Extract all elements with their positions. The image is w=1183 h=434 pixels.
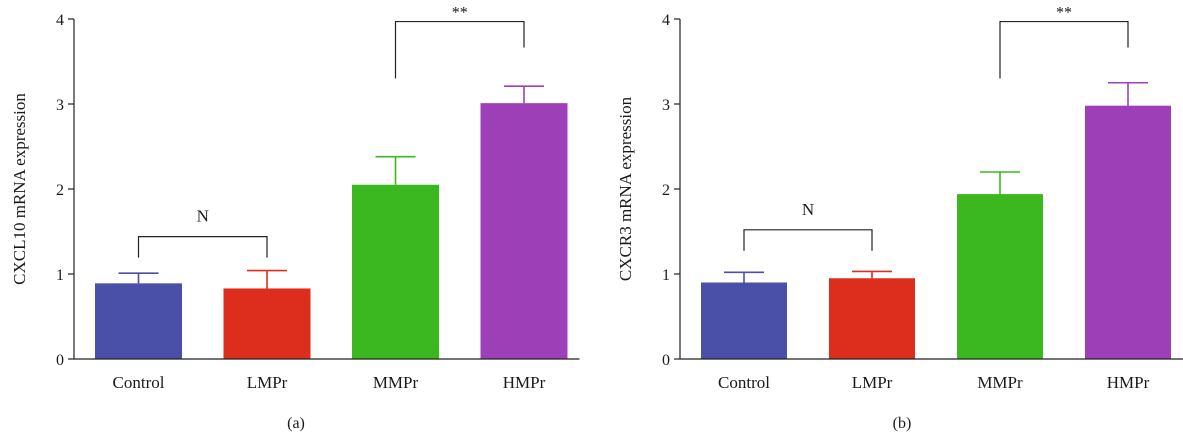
x-tick-label: Control: [113, 373, 165, 392]
bar-control: [701, 282, 787, 359]
bar-hmpr: [1085, 105, 1171, 359]
y-tick-label: 0: [56, 352, 64, 369]
y-tick-label: 3: [56, 97, 64, 114]
bar-mmpr: [352, 184, 439, 359]
y-tick-label: 0: [662, 352, 670, 369]
bar-lmpr: [829, 278, 915, 359]
panel-label: (a): [287, 415, 305, 432]
y-axis-label: CXCL10 mRNA expression: [10, 93, 29, 285]
x-tick-label: LMPr: [852, 373, 893, 392]
panel-label: (b): [893, 415, 912, 432]
y-tick-label: 3: [662, 97, 670, 114]
y-tick-label: 1: [56, 267, 64, 284]
x-tick-label: Control: [718, 373, 770, 392]
x-tick-label: LMPr: [247, 373, 288, 392]
x-tick-label: HMPr: [1107, 373, 1150, 392]
significance-label: N: [802, 200, 814, 219]
bar-mmpr: [957, 194, 1043, 359]
significance-label: **: [1056, 5, 1072, 22]
significance-label: N: [197, 207, 209, 226]
y-tick-label: 4: [662, 12, 670, 29]
significance-bracket: [394, 20, 525, 79]
bar-lmpr: [223, 288, 311, 359]
x-tick-label: HMPr: [503, 373, 546, 392]
x-tick-label: MMPr: [977, 373, 1023, 392]
y-tick-label: 1: [662, 267, 670, 284]
x-tick-label: MMPr: [373, 373, 419, 392]
y-tick-label: 4: [56, 12, 64, 29]
y-tick-label: 2: [56, 182, 64, 199]
significance-bracket: [743, 229, 873, 251]
bar-hmpr: [480, 103, 568, 360]
y-axis-label: CXCR3 mRNA expression: [616, 96, 635, 281]
significance-bracket: [999, 20, 1129, 79]
chart-panel-b: 0 1 2 3 4 Control LMPr MMPr HMPr CXCR3 mRNA expre…: [616, 5, 1183, 432]
significance-bracket: [137, 236, 268, 258]
significance-label: **: [452, 5, 468, 22]
y-tick-label: 2: [662, 182, 670, 199]
bar-control: [95, 283, 182, 359]
chart-panel-a: 0 1 2 3 4 Control LMPr MMPr HMPr CXCL10 mRNA expr…: [10, 5, 580, 432]
